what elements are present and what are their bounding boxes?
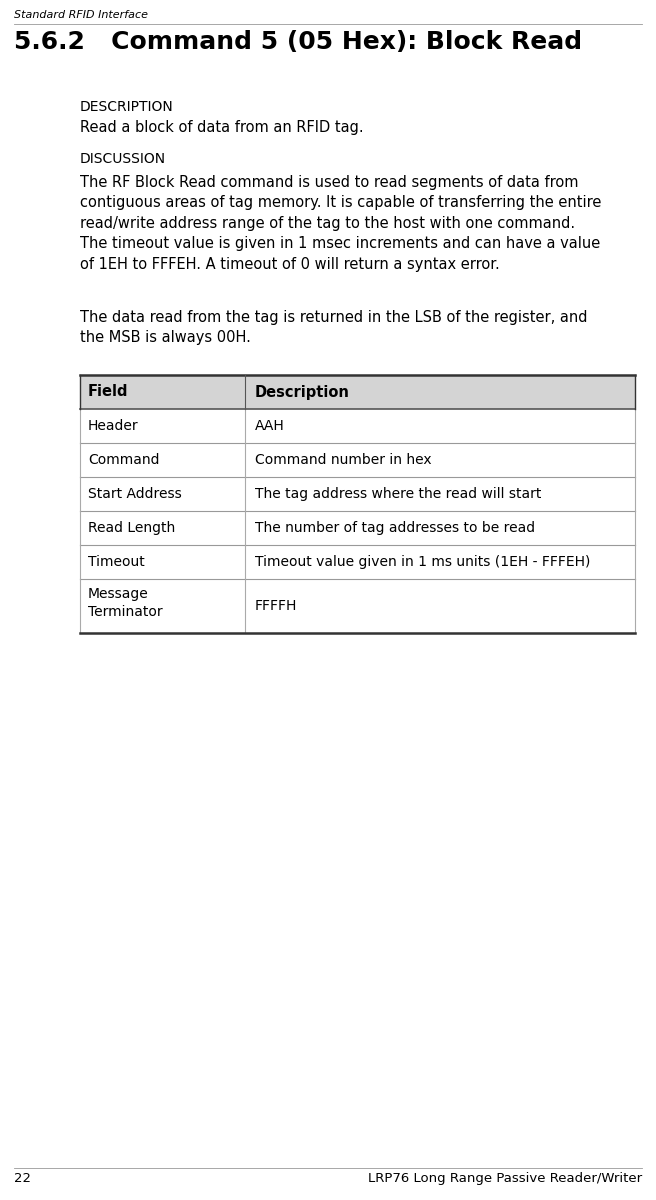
Text: Standard RFID Interface: Standard RFID Interface <box>14 10 148 20</box>
Text: DISCUSSION: DISCUSSION <box>80 152 166 166</box>
Text: Timeout value given in 1 ms units (1EH - FFFEH): Timeout value given in 1 ms units (1EH -… <box>255 554 590 569</box>
Text: 5.6.2   Command 5 (05 Hex): Block Read: 5.6.2 Command 5 (05 Hex): Block Read <box>14 30 582 54</box>
Text: The RF Block Read command is used to read segments of data from
contiguous areas: The RF Block Read command is used to rea… <box>80 175 602 271</box>
Text: Start Address: Start Address <box>88 487 182 502</box>
Text: The number of tag addresses to be read: The number of tag addresses to be read <box>255 521 535 535</box>
Text: DESCRIPTION: DESCRIPTION <box>80 100 174 114</box>
Text: FFFFH: FFFFH <box>255 599 297 613</box>
Text: Field: Field <box>88 384 129 400</box>
Text: Message
Terminator: Message Terminator <box>88 587 163 619</box>
Text: Header: Header <box>88 419 138 433</box>
Text: Read a block of data from an RFID tag.: Read a block of data from an RFID tag. <box>80 120 363 134</box>
Text: 22: 22 <box>14 1172 31 1186</box>
Text: AAH: AAH <box>255 419 285 433</box>
Text: The tag address where the read will start: The tag address where the read will star… <box>255 487 541 502</box>
Text: LRP76 Long Range Passive Reader/Writer: LRP76 Long Range Passive Reader/Writer <box>368 1172 642 1186</box>
Text: Command: Command <box>88 452 159 467</box>
Text: Command number in hex: Command number in hex <box>255 452 432 467</box>
Text: Read Length: Read Length <box>88 521 175 535</box>
Text: Description: Description <box>255 384 350 400</box>
Bar <box>80 374 635 409</box>
Text: Timeout: Timeout <box>88 554 145 569</box>
Text: The data read from the tag is returned in the LSB of the register, and
the MSB i: The data read from the tag is returned i… <box>80 310 588 346</box>
